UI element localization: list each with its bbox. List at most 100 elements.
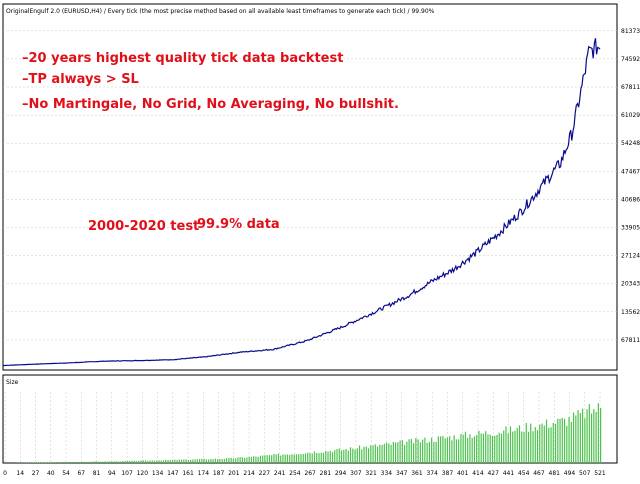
size-bar xyxy=(336,449,337,463)
x-tick-label: 201 xyxy=(228,470,240,477)
size-bar xyxy=(64,462,65,463)
size-bar xyxy=(258,457,259,463)
size-bar xyxy=(600,408,601,463)
size-bar xyxy=(73,462,74,463)
size-bar xyxy=(397,442,398,463)
size-bar xyxy=(550,427,551,463)
size-bar xyxy=(233,459,234,463)
size-bar xyxy=(445,438,446,463)
size-bar xyxy=(86,462,87,463)
size-bar xyxy=(481,433,482,463)
y-tick-label: 474677 xyxy=(621,168,640,175)
size-bar xyxy=(404,445,405,463)
x-tick-label: 40 xyxy=(47,470,55,477)
size-bar xyxy=(260,456,261,463)
size-bar xyxy=(95,461,96,463)
size-bar xyxy=(544,426,545,463)
size-bar xyxy=(188,460,189,463)
x-tick-label: 267 xyxy=(304,470,316,477)
size-bar xyxy=(282,455,283,463)
x-tick-label: 120 xyxy=(137,470,149,477)
y-tick-label: 135622 xyxy=(621,309,640,316)
size-bar xyxy=(185,459,186,463)
size-bar xyxy=(289,455,290,463)
size-bar xyxy=(104,461,105,463)
size-bar xyxy=(327,452,328,463)
size-bar xyxy=(224,459,225,463)
size-bar xyxy=(564,419,565,463)
y-tick-label: 203433 xyxy=(621,281,640,288)
size-bar xyxy=(433,442,434,463)
size-bar xyxy=(496,435,497,463)
size-bar xyxy=(589,404,590,463)
size-bar xyxy=(454,435,455,463)
size-bar xyxy=(312,454,313,463)
size-bar xyxy=(98,462,99,463)
size-bar xyxy=(75,462,76,463)
size-bar xyxy=(109,461,110,463)
x-tick-label: 361 xyxy=(411,470,423,477)
size-bar xyxy=(296,454,297,463)
size-bar xyxy=(370,445,371,463)
size-bar xyxy=(411,439,412,463)
x-tick-label: 81 xyxy=(93,470,101,477)
size-bar xyxy=(490,435,491,463)
size-bar xyxy=(399,441,400,463)
size-bar xyxy=(246,458,247,463)
y-tick-label: 813732 xyxy=(621,28,640,35)
size-bar xyxy=(244,458,245,463)
x-tick-label: 214 xyxy=(243,470,255,477)
x-tick-label: 414 xyxy=(472,470,484,477)
size-bar xyxy=(89,462,90,463)
size-bar xyxy=(280,456,281,463)
size-bar xyxy=(249,457,250,463)
size-bar xyxy=(363,447,364,463)
size-bar xyxy=(418,439,419,463)
size-bar xyxy=(147,461,148,463)
x-tick-label: 401 xyxy=(457,470,469,477)
size-bar xyxy=(577,410,578,463)
size-bar xyxy=(476,435,477,463)
size-bar xyxy=(194,459,195,463)
size-bar xyxy=(557,419,558,463)
size-bar xyxy=(539,425,540,463)
size-bar xyxy=(231,458,232,463)
size-bar xyxy=(562,418,563,463)
size-bar xyxy=(361,449,362,463)
size-bar xyxy=(341,450,342,463)
size-bar xyxy=(100,462,101,463)
x-tick-label: 161 xyxy=(182,470,194,477)
size-bar xyxy=(291,454,292,463)
size-bar xyxy=(352,449,353,463)
size-bar xyxy=(487,434,488,463)
size-bar xyxy=(53,462,54,463)
size-bar xyxy=(519,425,520,463)
size-bar xyxy=(586,409,587,463)
x-tick-label: 441 xyxy=(503,470,515,477)
size-bar xyxy=(276,454,277,463)
size-bar xyxy=(264,455,265,463)
size-bar xyxy=(269,455,270,463)
size-bar xyxy=(46,462,47,463)
chart-header-title: OriginalEngulf 2.0 (EURUSD,H4) / Every t… xyxy=(6,8,435,15)
size-bar xyxy=(143,460,144,463)
size-bar xyxy=(573,413,574,463)
size-bar xyxy=(107,462,108,463)
size-bar xyxy=(201,459,202,463)
size-bar xyxy=(120,461,121,463)
size-bar xyxy=(386,443,387,463)
y-tick-label: 610299 xyxy=(621,112,640,119)
size-bar xyxy=(134,461,135,463)
size-bar xyxy=(483,434,484,463)
x-tick-label: 107 xyxy=(121,470,133,477)
size-bar xyxy=(499,433,500,463)
size-bar xyxy=(318,453,319,463)
size-bar xyxy=(314,452,315,463)
size-bar xyxy=(372,445,373,463)
size-bar xyxy=(181,460,182,463)
size-bar xyxy=(501,434,502,463)
size-bar xyxy=(163,460,164,463)
size-bar xyxy=(111,461,112,463)
size-bar xyxy=(131,461,132,463)
overlay-line-3: –No Martingale, No Grid, No Averaging, N… xyxy=(22,97,399,112)
